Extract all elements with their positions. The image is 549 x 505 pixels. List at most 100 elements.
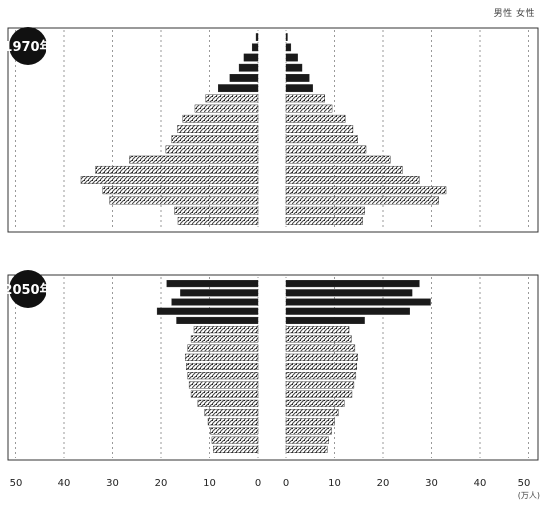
pyramid-panel-2: 2050年 [3, 270, 539, 461]
bar-left-10-14 [109, 196, 259, 205]
bar-left-5-9 [211, 436, 259, 444]
bar-right-80-84 [285, 53, 298, 62]
bar-left-20-24 [204, 409, 259, 417]
bar-right-15-19 [285, 418, 335, 426]
panel-frame [7, 27, 539, 233]
bar-right-65-69 [285, 326, 350, 334]
bar-right-90+ [285, 33, 288, 41]
bar-right-55-59 [285, 104, 333, 113]
bar-left-25-29 [197, 399, 259, 407]
axis-unit-label: (万人) [518, 491, 540, 500]
bar-left-45-49 [177, 125, 259, 133]
bar-left-50-54 [185, 353, 259, 361]
bar-left-55-59 [187, 344, 259, 352]
bar-right-80-84 [285, 298, 431, 306]
bar-left-45-49 [186, 362, 259, 371]
year-badge-label: 2050年 [3, 282, 52, 298]
bar-right-75-79 [285, 307, 410, 315]
bar-left-70-74 [229, 74, 259, 82]
bar-left-30-34 [190, 390, 259, 398]
bar-right-40-44 [285, 372, 357, 380]
bar-left-90+ [166, 280, 259, 288]
x-tick-label: 0 [255, 478, 261, 489]
bar-right-70-74 [285, 74, 310, 82]
bar-left-50-54 [182, 114, 259, 123]
bar-right-90+ [285, 280, 420, 288]
bar-right-5-9 [285, 436, 329, 444]
bar-right-20-24 [285, 176, 420, 184]
bar-right-25-29 [285, 399, 345, 407]
x-tick-label: 10 [328, 478, 341, 489]
bar-left-65-69 [193, 326, 259, 334]
x-tick-label: 40 [474, 478, 487, 489]
bar-left-85-89 [180, 289, 259, 297]
bar-left-20-24 [80, 176, 259, 184]
x-tick-label: 20 [155, 478, 168, 489]
bar-left-85-89 [251, 43, 259, 52]
year-badge [9, 270, 47, 308]
bar-left-30-34 [129, 155, 259, 164]
bar-right-40-44 [285, 135, 358, 144]
bar-right-60-64 [285, 94, 326, 103]
x-tick-label: 50 [518, 478, 531, 489]
bar-right-5-9 [285, 206, 365, 215]
bar-left-35-39 [165, 145, 259, 154]
bar-left-35-39 [188, 381, 259, 389]
bar-left-10-14 [210, 427, 259, 435]
bar-left-75-79 [156, 307, 259, 315]
bar-right-85-89 [285, 43, 292, 52]
x-tick-label: 0 [283, 478, 289, 489]
bar-left-0-4 [213, 445, 259, 453]
bar-right-75-79 [285, 63, 303, 72]
year-badge [9, 27, 47, 65]
bar-left-0-4 [177, 217, 259, 225]
bar-right-85-89 [285, 289, 413, 297]
bar-left-15-19 [207, 418, 259, 426]
bar-right-15-19 [285, 186, 447, 195]
bar-right-70-74 [285, 316, 365, 324]
x-tick-label: 50 [10, 478, 23, 489]
bar-left-70-74 [176, 316, 259, 324]
bar-right-65-69 [285, 84, 313, 93]
x-tick-label: 40 [58, 478, 71, 489]
bar-right-0-4 [285, 217, 363, 225]
bar-right-35-39 [285, 145, 367, 154]
bar-left-80-84 [171, 298, 259, 306]
bar-left-75-79 [238, 63, 259, 72]
bar-left-55-59 [194, 104, 259, 113]
bar-right-45-49 [285, 362, 358, 371]
x-tick-label: 30 [106, 478, 119, 489]
bar-left-65-69 [218, 84, 259, 93]
bar-left-90+ [255, 33, 259, 41]
bar-right-45-49 [285, 125, 354, 133]
bar-right-55-59 [285, 344, 356, 352]
bar-right-50-54 [285, 114, 346, 123]
pyramid-panel-1: 1970年 [3, 27, 539, 233]
bar-right-10-14 [285, 427, 332, 435]
bar-right-30-34 [285, 155, 391, 164]
bar-left-60-64 [190, 335, 259, 343]
bar-right-10-14 [285, 196, 439, 205]
legend: 男性 女性 [493, 9, 535, 19]
panel-frame [7, 274, 539, 461]
bar-right-25-29 [285, 165, 403, 174]
x-tick-label: 20 [377, 478, 390, 489]
bar-right-0-4 [285, 445, 328, 453]
bar-left-40-44 [187, 372, 259, 380]
bar-right-30-34 [285, 390, 353, 398]
x-tick-label: 10 [203, 478, 216, 489]
bar-right-50-54 [285, 353, 358, 361]
x-tick-label: 30 [425, 478, 438, 489]
bar-right-35-39 [285, 381, 355, 389]
year-badge-label: 1970年 [3, 39, 52, 55]
bar-left-5-9 [174, 206, 259, 215]
bar-left-40-44 [171, 135, 259, 144]
bar-left-60-64 [205, 94, 259, 103]
bar-left-25-29 [95, 165, 259, 174]
bar-left-80-84 [243, 53, 259, 62]
bar-right-60-64 [285, 335, 352, 343]
bar-left-15-19 [102, 186, 259, 195]
bar-right-20-24 [285, 409, 339, 417]
